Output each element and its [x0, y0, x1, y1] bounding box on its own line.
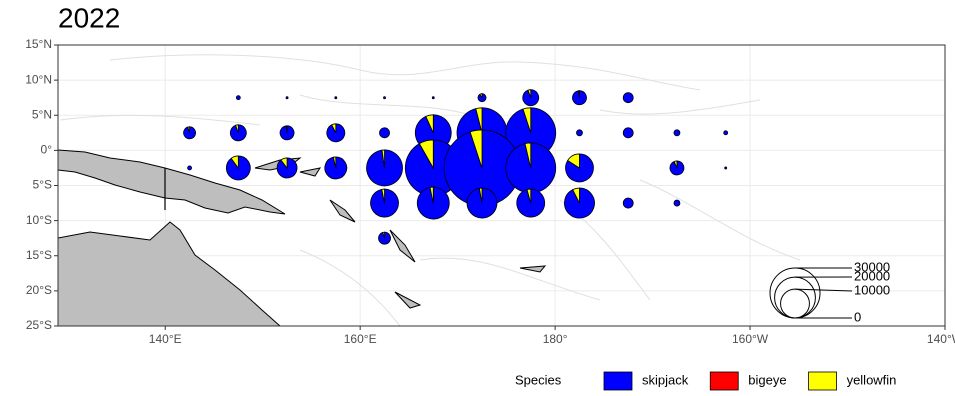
legend-title: Species [515, 372, 562, 387]
pie-slice [622, 92, 634, 104]
x-tick-label: 180° [543, 332, 568, 346]
australia [58, 221, 281, 326]
x-tick-label: 140°E [149, 332, 182, 346]
y-tick-label: 25°S [26, 318, 52, 332]
pie-slice [469, 129, 483, 169]
pie-slice [622, 127, 634, 139]
y-tick-label: 10°N [25, 72, 52, 86]
y-tick-label: 0° [41, 143, 53, 157]
pie-slice [522, 107, 532, 133]
x-tick-label: 140°W [927, 332, 955, 346]
pie-slice [475, 107, 483, 133]
pie-slice [572, 187, 580, 204]
pie-slice [334, 96, 338, 100]
pie-slice [527, 89, 532, 98]
land [58, 149, 547, 326]
pie-slice [187, 126, 190, 133]
legend-swatch [808, 371, 837, 391]
y-tick-label: 20°S [26, 283, 52, 297]
pie-slice [429, 186, 434, 204]
pie-slice [331, 123, 337, 133]
pie-slice [478, 187, 483, 204]
legend-swatch [603, 371, 633, 391]
pie-slice [381, 188, 385, 204]
pie-slice [567, 153, 580, 169]
pie-slice [479, 93, 483, 100]
pie-slice [235, 95, 241, 101]
pie-slice [723, 130, 729, 136]
pie-slice [526, 188, 532, 204]
pie-slice [431, 96, 435, 100]
size-legend-label: 10000 [854, 282, 890, 297]
pie-slice [285, 96, 289, 100]
size-legend-label: 30000 [854, 259, 890, 274]
pie-slice [622, 197, 634, 209]
y-tick-label: 10°S [26, 213, 52, 227]
x-tick-label: 160°W [732, 332, 769, 346]
pie-slice [524, 142, 532, 169]
eez-boundaries [59, 54, 801, 326]
size-legend-line [794, 288, 853, 292]
pie-slice [382, 231, 385, 239]
chart-title: 2022 [58, 2, 120, 33]
pie-slice [673, 160, 678, 169]
size-legend-label: 20000 [854, 268, 890, 283]
pie-slice [285, 125, 288, 133]
pie-slice [235, 124, 239, 133]
legend-label: bigeye [748, 372, 786, 387]
pie-slice [418, 139, 434, 170]
x-tick-label: 160°E [344, 332, 377, 346]
pie-slice [183, 126, 196, 140]
pie-slice [187, 165, 192, 171]
pie-slice [724, 166, 728, 170]
pie-slice [230, 155, 239, 170]
y-tick-label: 15°N [25, 37, 52, 51]
pie-slice [383, 96, 386, 100]
legend-label: skipjack [642, 372, 689, 387]
y-tick-label: 15°S [26, 248, 52, 262]
pie-slice [332, 156, 337, 169]
pie-slice [381, 149, 385, 168]
pie-slice [673, 129, 681, 137]
size-legend-label: 0 [854, 309, 861, 324]
legend-swatch [709, 371, 739, 391]
pie-slice [280, 157, 288, 170]
legend-label: yellowfin [847, 372, 897, 387]
pie-slice [576, 129, 583, 137]
pie-slice [378, 231, 391, 245]
new-guinea [58, 149, 286, 215]
pie-slice [673, 199, 681, 207]
y-tick-label: 5°S [33, 178, 52, 192]
y-tick-label: 5°N [32, 107, 52, 121]
pie-slice [379, 127, 390, 139]
pie-slice [425, 114, 434, 133]
pie-slice [578, 90, 580, 98]
